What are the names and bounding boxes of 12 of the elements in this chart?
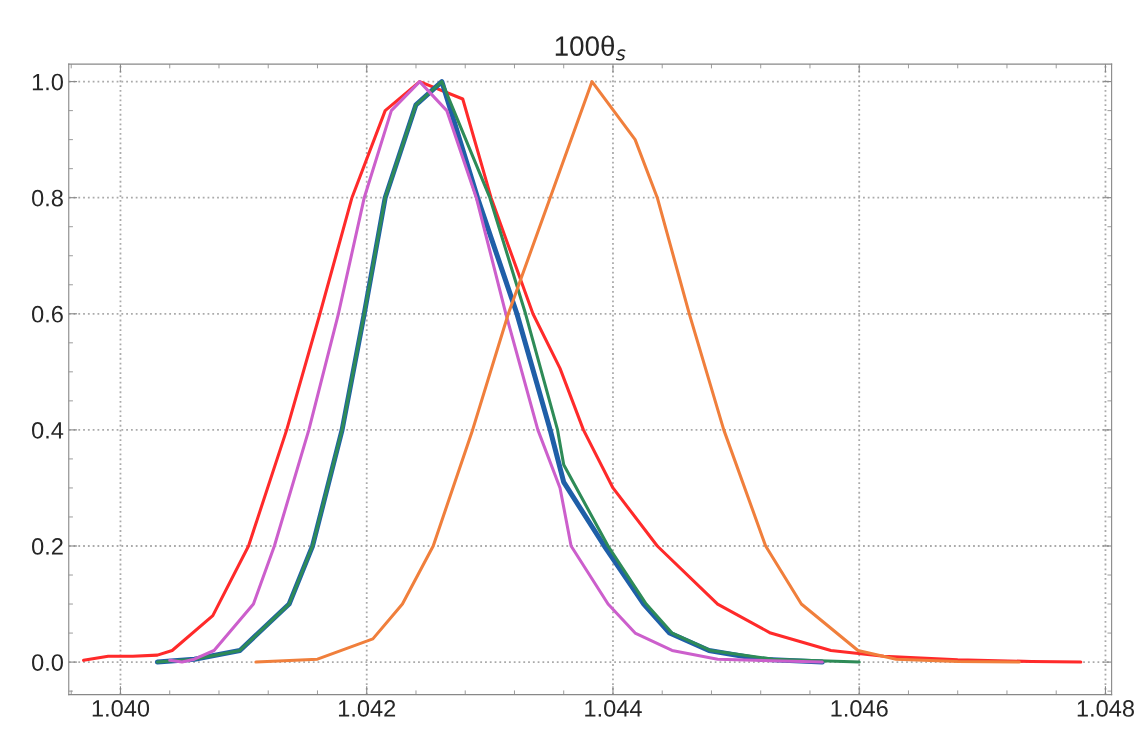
y-tick-label: 0.4	[32, 421, 64, 439]
chart-title: 100θ$_{s}$	[555, 35, 626, 61]
y-tick-label: 0.6	[32, 305, 63, 323]
x-tick-label: 1.044	[585, 700, 642, 717]
y-tick-label: 0.2	[32, 538, 63, 555]
y-tick-label: 0.0	[32, 654, 63, 671]
y-tick-label: 1.0	[32, 73, 63, 91]
x-tick-label: 1.046	[831, 700, 888, 717]
x-tick-label: 1.048	[1077, 700, 1134, 717]
x-tick-label: 1.040	[92, 700, 150, 717]
y-tick-label: 0.8	[32, 189, 63, 207]
x-tick-label: 1.042	[338, 700, 396, 717]
